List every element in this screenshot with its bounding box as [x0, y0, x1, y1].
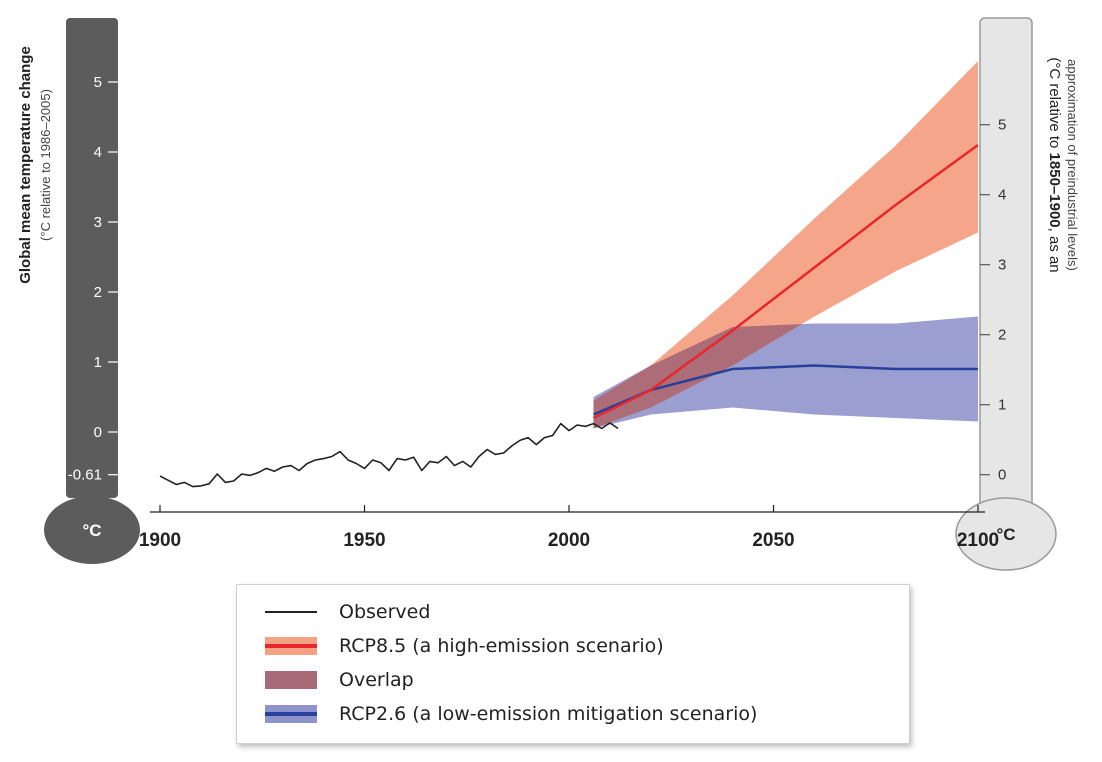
legend-line-rcp85	[265, 644, 317, 648]
left-tick-label: 3	[94, 214, 102, 231]
left-thermometer-tube	[66, 18, 118, 498]
left-axis-unit: °C	[82, 521, 101, 540]
left-axis-title: Global mean temperature change	[17, 46, 34, 284]
legend-label-rcp85: RCP8.5 (a high-emission scenario)	[339, 635, 664, 657]
legend-swatch-rcp85	[265, 637, 317, 655]
rcp26-band	[593, 316, 978, 429]
scenario-bands	[593, 61, 978, 429]
legend-fill-overlap	[265, 671, 317, 689]
left-tick-label: 0	[94, 424, 102, 441]
rcp85-line	[592, 143, 979, 420]
x-tick-label: 1950	[343, 530, 385, 551]
right-tick-label: 1	[998, 397, 1006, 414]
left-thermometer-bulb	[44, 496, 140, 564]
rcp85-band	[593, 61, 978, 429]
legend-label-overlap: Overlap	[339, 669, 414, 691]
legend: Observed RCP8.5 (a high-emission scenari…	[236, 584, 910, 744]
legend-line-rcp26	[265, 712, 317, 716]
legend-label-observed: Observed	[339, 601, 431, 623]
right-axis-unit: °C	[996, 525, 1015, 544]
right-thermometer-bulb	[955, 497, 1057, 571]
right-axis-title-suffix: , as an	[1046, 228, 1063, 273]
x-axis-ticks: 1900 1950 2000 2050 2100	[139, 505, 999, 551]
right-tick-label: 3	[998, 257, 1006, 274]
left-tick-label: 4	[94, 144, 102, 161]
x-tick-label: 2050	[752, 530, 794, 551]
legend-label-rcp26: RCP2.6 (a low-emission mitigation scenar…	[339, 703, 758, 725]
temperature-chart: 5 4 3 2 1 0 -0.61 °C 5 4 3 2 1 0 °C Global mean tem…	[17, 17, 1080, 571]
left-tick-label: 2	[94, 284, 102, 301]
left-tick-label: 5	[94, 74, 102, 91]
right-thermometer: 5 4 3 2 1 0 °C	[955, 17, 1057, 571]
left-thermometer: 5 4 3 2 1 0 -0.61 °C	[44, 18, 140, 564]
legend-entry-rcp85: RCP8.5 (a high-emission scenario)	[265, 631, 664, 661]
right-tick-label: 5	[998, 117, 1006, 134]
left-tick-label: 1	[94, 354, 102, 371]
right-tick-label: 4	[998, 187, 1006, 204]
legend-entry-overlap: Overlap	[265, 665, 414, 695]
legend-swatch-overlap	[265, 671, 317, 689]
right-axis-title: (°C relative to 1850–1900, as an	[1046, 57, 1063, 272]
series-lines	[159, 143, 979, 488]
legend-entry-observed: Observed	[265, 597, 430, 627]
right-tick-label: 2	[998, 327, 1006, 344]
left-tick-label: -0.61	[68, 467, 102, 484]
legend-line-observed	[265, 611, 317, 613]
right-axis-title-bold: 1850–1900	[1046, 153, 1063, 228]
right-axis-ticks: 5 4 3 2 1 0	[980, 117, 1006, 484]
plot-area	[159, 61, 979, 488]
legend-entry-rcp26: RCP2.6 (a low-emission mitigation scenar…	[265, 699, 757, 729]
right-tick-label: 0	[998, 467, 1006, 484]
x-tick-label: 1900	[139, 530, 181, 551]
left-axis-ticks: 5 4 3 2 1 0 -0.61	[68, 74, 118, 484]
x-tick-label: 2000	[548, 530, 590, 551]
observed-line	[159, 422, 619, 488]
legend-swatch-rcp26	[265, 705, 317, 723]
x-tick-label: 2100	[957, 530, 999, 551]
right-axis-title-prefix: (°C relative to	[1046, 57, 1063, 152]
left-axis-subtitle: (°C relative to 1986–2005)	[38, 89, 53, 241]
right-axis-subtitle: approximation of preindustrial levels)	[1065, 59, 1080, 271]
legend-swatch-observed	[265, 603, 317, 621]
